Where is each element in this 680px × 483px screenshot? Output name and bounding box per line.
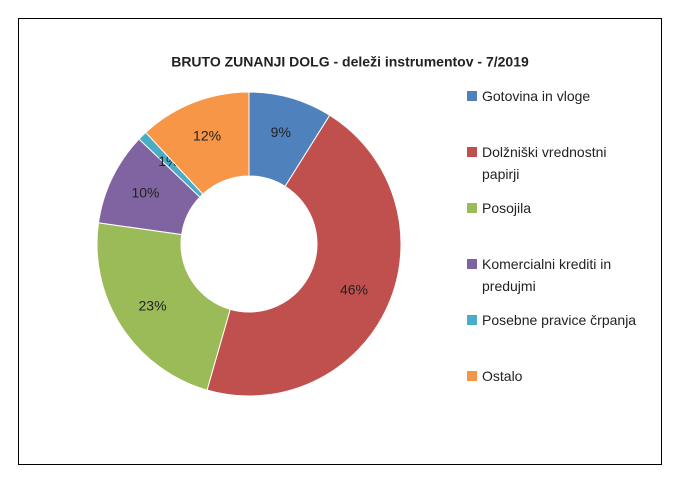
legend-item: Dolžniški vrednostni papirji (467, 141, 639, 185)
legend-label: Dolžniški vrednostni papirji (482, 144, 607, 182)
data-label: 46% (340, 282, 368, 298)
legend-label: Ostalo (482, 368, 523, 384)
legend-item: Posebne pravice črpanja (467, 309, 639, 331)
legend-item: Ostalo (467, 365, 639, 387)
legend-item: Komercialni krediti in predujmi (467, 253, 639, 297)
legend-swatch (467, 147, 477, 157)
legend-label: Posebne pravice črpanja (482, 312, 637, 328)
data-label: 23% (139, 297, 167, 313)
data-label: 12% (193, 128, 221, 144)
legend-swatch (467, 203, 477, 213)
data-label: 9% (271, 124, 291, 140)
legend-item: Gotovina in vloge (467, 85, 639, 107)
donut-slice (206, 114, 402, 397)
legend-label: Posojila (482, 200, 532, 216)
legend-label: Komercialni krediti in predujmi (482, 256, 612, 294)
donut-slice (96, 222, 231, 391)
chart-title: BRUTO ZUNANJI DOLG - deleži instrumentov… (171, 54, 529, 70)
legend-swatch (467, 259, 477, 269)
legend-swatch (467, 315, 477, 325)
donut-slice (145, 91, 250, 195)
legend-label: Gotovina in vloge (482, 88, 591, 104)
legend-swatch (467, 91, 477, 101)
data-label: 10% (131, 185, 159, 201)
legend-item: Posojila (467, 197, 639, 219)
legend-swatch (467, 371, 477, 381)
